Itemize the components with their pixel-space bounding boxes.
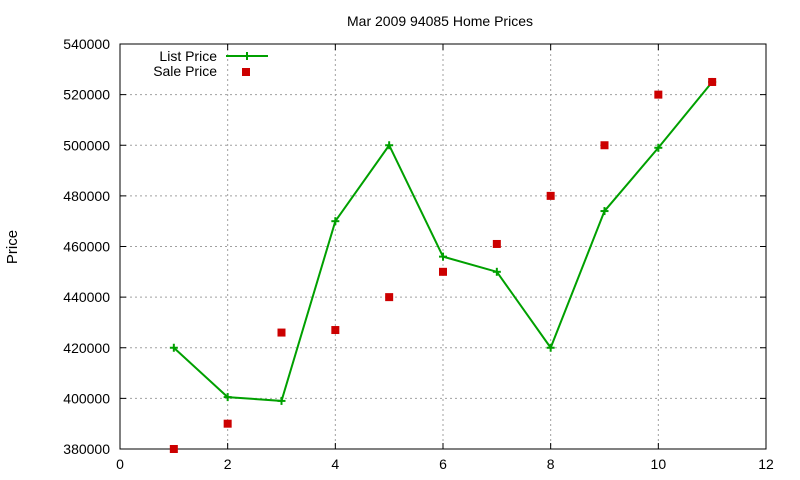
y-tick-label: 540000	[63, 36, 110, 52]
series	[169, 77, 717, 453]
legend-label-sale-price: Sale Price	[153, 63, 217, 79]
tick-labels: 0 2 4 6 8 10 12 380000 400000 420000 440000 460000 4…	[63, 36, 774, 472]
legend-marker-square	[242, 68, 250, 76]
y-tick-label: 420000	[63, 340, 110, 356]
sale-price-point	[600, 141, 609, 150]
list-price-point	[277, 396, 286, 405]
x-tick-label: 8	[547, 456, 555, 472]
sale-price-point	[277, 328, 286, 337]
x-tick-label: 0	[116, 456, 124, 472]
legend-marker-plus	[243, 52, 251, 60]
x-tick-label: 2	[224, 456, 232, 472]
series-list-price	[169, 77, 717, 405]
y-tick-label: 380000	[63, 441, 110, 457]
x-tick-label: 6	[439, 456, 447, 472]
legend: List Price Sale Price	[153, 48, 268, 79]
y-tick-label: 480000	[63, 188, 110, 204]
y-axis-label: Price	[4, 230, 21, 264]
x-tick-label: 10	[651, 456, 667, 472]
list-price-point	[331, 217, 340, 226]
list-price-point	[492, 267, 501, 276]
y-tick-label: 440000	[63, 289, 110, 305]
sale-price-point	[169, 445, 178, 453]
y-tick-label: 460000	[63, 239, 110, 255]
list-price-point	[439, 252, 447, 261]
y-tick-label: 400000	[63, 390, 110, 406]
y-tick-label: 500000	[63, 137, 110, 153]
sale-price-point	[546, 191, 555, 200]
list-price-point	[223, 393, 232, 402]
sale-price-point	[708, 77, 717, 86]
sale-price-point	[439, 267, 447, 276]
x-tick-label: 4	[331, 456, 339, 472]
sale-price-point	[331, 326, 340, 335]
y-tick-label: 520000	[63, 87, 110, 103]
list-price-point	[600, 207, 609, 216]
series-sale-price	[169, 77, 717, 453]
list-price-point	[546, 343, 555, 352]
sale-price-point	[654, 90, 663, 99]
list-price-point	[169, 343, 178, 352]
x-tick-label: 12	[758, 456, 774, 472]
chart-title: Mar 2009 94085 Home Prices	[347, 13, 533, 29]
legend-sample-list-price	[226, 52, 268, 60]
legend-label-list-price: List Price	[159, 48, 217, 64]
legend-sample-sale-price	[242, 68, 250, 76]
axis-ticks	[119, 43, 767, 450]
sale-price-point	[492, 239, 501, 248]
list-price-point	[654, 143, 663, 152]
list-price-point	[385, 141, 394, 150]
sale-price-point	[385, 293, 394, 302]
sale-price-point	[223, 419, 232, 428]
